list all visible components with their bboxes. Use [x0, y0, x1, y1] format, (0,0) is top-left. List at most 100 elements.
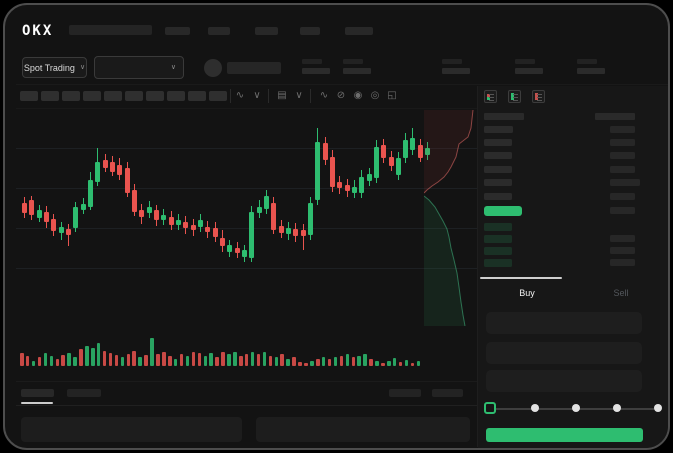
candle-body — [44, 212, 49, 222]
volume-bar — [363, 354, 367, 366]
indicators-chevron-icon[interactable]: ∨ — [295, 90, 303, 101]
volume-bar — [268, 356, 273, 366]
candle-wick — [303, 224, 304, 250]
volume-bar — [108, 353, 113, 366]
volume-bar — [215, 357, 219, 366]
amount-input[interactable] — [486, 342, 642, 364]
last-price-amount-bar — [610, 207, 635, 214]
total-input[interactable] — [486, 370, 642, 392]
ask-price-bar[interactable] — [484, 139, 512, 146]
ask-price-bar[interactable] — [484, 166, 512, 173]
stat-value-4 — [515, 68, 543, 74]
interval-button-6[interactable] — [125, 91, 143, 101]
volume-bar — [67, 353, 71, 366]
volume-bar — [357, 356, 361, 366]
orderbook-header-col-1 — [484, 113, 524, 120]
interval-button-10[interactable] — [209, 91, 227, 101]
chart-type-icon[interactable]: ∿ — [235, 90, 245, 101]
orders-filter-box-left[interactable] — [21, 417, 242, 442]
interval-button-2[interactable] — [41, 91, 59, 101]
nav-item-4[interactable] — [300, 27, 320, 35]
candle-body — [367, 174, 372, 181]
candle-body — [22, 203, 27, 213]
slider-stop-2[interactable] — [531, 404, 539, 412]
candlestick-chart[interactable] — [5, 5, 668, 448]
interval-button-3[interactable] — [62, 91, 80, 101]
volume-bar — [185, 356, 190, 366]
interval-button-4[interactable] — [83, 91, 101, 101]
nav-item-3[interactable] — [255, 27, 278, 35]
buy-submit-button[interactable] — [486, 428, 643, 442]
orders-action-button-1[interactable] — [389, 389, 421, 397]
volume-bar — [168, 356, 172, 366]
gridline — [16, 228, 478, 229]
interval-button-9[interactable] — [188, 91, 206, 101]
candle-body — [242, 250, 247, 257]
tab-buy[interactable]: Buy — [519, 288, 535, 298]
coin-avatar — [204, 59, 222, 77]
pair-selector-dropdown[interactable]: ∨ — [94, 56, 184, 79]
candle-body — [139, 210, 144, 217]
volume-bar — [25, 356, 30, 366]
slider-stop-5[interactable] — [654, 404, 662, 412]
nav-item-1[interactable] — [165, 27, 190, 35]
search-input[interactable] — [69, 25, 152, 35]
spot-trading-dropdown[interactable]: Spot Trading ∨ — [22, 57, 87, 78]
volume-bar — [138, 357, 142, 366]
slider-stop-3[interactable] — [572, 404, 580, 412]
orders-action-button-2[interactable] — [432, 389, 463, 397]
interval-button-7[interactable] — [146, 91, 164, 101]
volume-bar — [61, 355, 65, 366]
nav-item-2[interactable] — [208, 27, 230, 35]
bid-price-bar[interactable] — [484, 223, 512, 231]
amount-slider-handle[interactable] — [484, 402, 496, 414]
tab-sell[interactable]: Sell — [613, 288, 629, 298]
volume-bar — [292, 357, 296, 366]
volume-bar — [96, 343, 101, 366]
price-input[interactable] — [486, 312, 642, 334]
slider-stop-4[interactable] — [613, 404, 621, 412]
volume-bar — [375, 361, 379, 366]
stat-label-4 — [515, 59, 535, 64]
tab-open-orders[interactable] — [21, 389, 54, 397]
last-price-badge[interactable] — [484, 206, 522, 216]
volume-bar — [244, 354, 249, 366]
volume-bar — [144, 355, 148, 366]
settings-icon[interactable]: ◎ — [370, 90, 380, 101]
orderbook-all-icon[interactable] — [484, 90, 497, 103]
volume-bar — [37, 357, 42, 366]
bid-price-bar[interactable] — [484, 235, 512, 243]
ask-price-bar[interactable] — [484, 179, 512, 186]
interval-button-1[interactable] — [20, 91, 38, 101]
interval-button-8[interactable] — [167, 91, 185, 101]
orderbook-bids-icon[interactable] — [508, 90, 521, 103]
candle-body — [315, 142, 320, 200]
candle-body — [308, 203, 313, 235]
stat-label-3 — [442, 59, 462, 64]
ask-price-bar[interactable] — [484, 126, 513, 133]
snapshot-icon[interactable]: ◉ — [353, 90, 363, 101]
candle-body — [29, 200, 34, 215]
bid-price-bar[interactable] — [484, 247, 512, 255]
chart-type-chevron-icon[interactable]: ∨ — [253, 90, 261, 101]
bid-price-bar[interactable] — [484, 259, 512, 267]
ask-price-bar[interactable] — [484, 152, 512, 159]
compare-icon[interactable]: ⊘ — [336, 90, 346, 101]
ask-price-bar[interactable] — [484, 193, 512, 200]
volume-bar — [20, 353, 24, 366]
orders-filter-box-right[interactable] — [256, 417, 470, 442]
okx-logo[interactable]: OKX — [22, 23, 54, 39]
tab-order-history[interactable] — [67, 389, 101, 397]
orderbook-asks-icon[interactable] — [532, 90, 545, 103]
nav-item-5[interactable] — [345, 27, 373, 35]
line-style-icon[interactable]: ∿ — [319, 90, 329, 101]
volume-bar — [49, 356, 54, 366]
indicators-icon[interactable]: ▤ — [277, 90, 287, 101]
candle-body — [81, 204, 86, 210]
ask-amount-bar — [610, 179, 640, 186]
ask-amount-bar — [610, 166, 635, 173]
fullscreen-icon[interactable]: ◱ — [387, 90, 397, 101]
volume-bar — [387, 361, 391, 366]
interval-button-5[interactable] — [104, 91, 122, 101]
volume-bar — [55, 359, 60, 366]
